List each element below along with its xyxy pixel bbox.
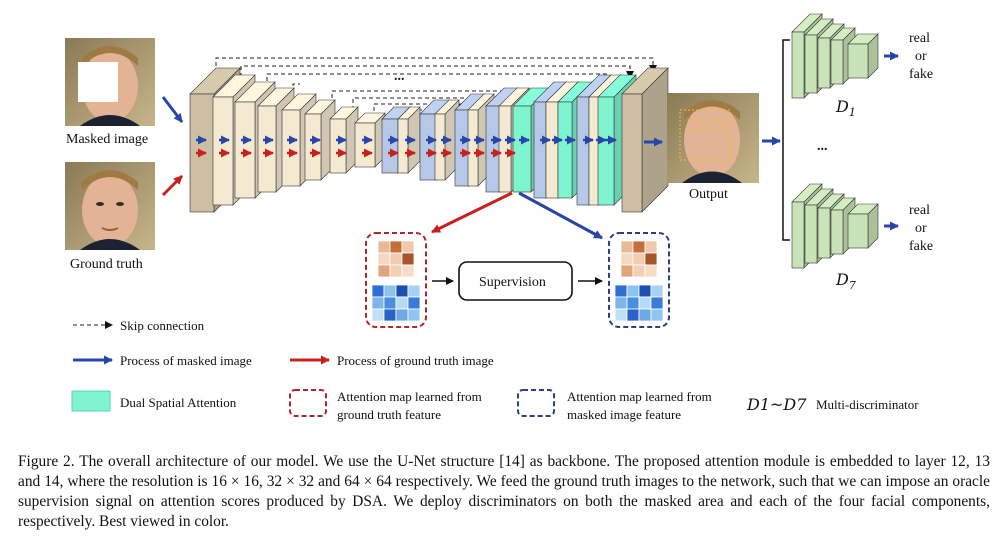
discriminator-d1 bbox=[791, 13, 879, 99]
legend-attn-masked-line2: masked image feature bbox=[567, 407, 681, 422]
attention-cell bbox=[620, 240, 634, 254]
attention-cell bbox=[614, 284, 628, 298]
d7-real-or-fake: real or fake bbox=[909, 203, 933, 254]
discriminator-layer bbox=[847, 33, 879, 79]
d1-real-or-fake: real or fake bbox=[909, 31, 933, 82]
attention-cell bbox=[389, 240, 403, 254]
attention-cell bbox=[620, 264, 634, 278]
ground-truth-thumbnail bbox=[65, 162, 155, 250]
attention-cell bbox=[407, 308, 421, 322]
gt-input-arrow bbox=[161, 174, 184, 197]
legend-attn-gt-line1: Attention map learned from bbox=[337, 389, 482, 404]
attention-cell bbox=[407, 296, 421, 310]
svg-text:or: or bbox=[915, 49, 927, 64]
attention-cell bbox=[644, 264, 658, 278]
attention-cell bbox=[383, 296, 397, 310]
attention-cell bbox=[389, 264, 403, 278]
legend-multi-disc-symbol: D1~D7 bbox=[746, 395, 807, 414]
discriminator-bracket bbox=[782, 39, 790, 241]
attention-cell bbox=[638, 284, 652, 298]
svg-text:real: real bbox=[909, 203, 930, 218]
attention-cell bbox=[383, 284, 397, 298]
masked-image-label: Masked image bbox=[66, 132, 148, 147]
attention-cell bbox=[401, 240, 415, 254]
svg-text:real: real bbox=[909, 31, 930, 46]
attention-cell bbox=[395, 284, 409, 298]
attention-grid-masked-cool bbox=[614, 284, 664, 322]
attention-cell bbox=[614, 308, 628, 322]
attention-cell bbox=[620, 252, 634, 266]
attention-cell bbox=[401, 264, 415, 278]
attention-grid-gt-cool bbox=[371, 284, 421, 322]
svg-text:fake: fake bbox=[909, 67, 933, 82]
attention-cell bbox=[395, 296, 409, 310]
attention-cell bbox=[632, 252, 646, 266]
architecture-figure: Masked image Ground truth ... bbox=[65, 13, 933, 422]
legend-attn-gt-line2: ground truth feature bbox=[337, 407, 441, 422]
masked-image-thumbnail bbox=[65, 38, 155, 126]
attention-grid-gt-warm bbox=[377, 240, 415, 278]
attention-map-masked-box bbox=[608, 232, 670, 328]
attention-cell bbox=[377, 264, 391, 278]
attention-cell bbox=[395, 308, 409, 322]
legend-attn-masked-symbol bbox=[517, 389, 555, 417]
attention-cell bbox=[407, 284, 421, 298]
d7-label: D7 bbox=[835, 270, 856, 292]
process-arrows bbox=[196, 135, 617, 158]
legend-multi-disc-label: Multi-discriminator bbox=[816, 397, 919, 412]
attention-cell bbox=[638, 296, 652, 310]
attention-cell bbox=[650, 308, 664, 322]
attention-cell bbox=[377, 240, 391, 254]
attention-cell bbox=[371, 308, 385, 322]
attention-cell bbox=[644, 252, 658, 266]
attention-cell bbox=[632, 240, 646, 254]
d1-label: D1 bbox=[835, 97, 856, 119]
attention-cell bbox=[650, 284, 664, 298]
legend-masked-label: Process of masked image bbox=[120, 353, 252, 368]
unet-layer bbox=[621, 67, 669, 213]
attention-map-gt-box bbox=[365, 232, 427, 328]
discriminator-d7 bbox=[791, 183, 879, 269]
attention-cell bbox=[644, 240, 658, 254]
legend-attn-gt-symbol bbox=[289, 389, 327, 417]
skip-ellipsis: ... bbox=[394, 69, 405, 84]
masked-input-arrow bbox=[161, 96, 184, 123]
attention-cell bbox=[389, 252, 403, 266]
legend-dsa-label: Dual Spatial Attention bbox=[120, 395, 237, 410]
attention-cell bbox=[632, 264, 646, 278]
attention-grid-masked-warm bbox=[620, 240, 658, 278]
attention-cell bbox=[626, 296, 640, 310]
figure-caption: Figure 2. The overall architecture of ou… bbox=[18, 453, 990, 530]
legend-dsa-swatch bbox=[71, 390, 111, 412]
attention-cell bbox=[626, 284, 640, 298]
attention-cell bbox=[401, 252, 415, 266]
disc-ellipsis: ... bbox=[817, 139, 828, 154]
attention-cell bbox=[371, 284, 385, 298]
supervision-box bbox=[458, 261, 573, 301]
gt-attention-arrow bbox=[431, 191, 513, 234]
svg-text:or: or bbox=[915, 221, 927, 236]
attention-cell bbox=[377, 252, 391, 266]
attention-cell bbox=[638, 308, 652, 322]
attention-cell bbox=[371, 296, 385, 310]
legend-attn-masked-line1: Attention map learned from bbox=[567, 389, 712, 404]
masked-attention-arrow bbox=[518, 191, 603, 240]
output-image-thumbnail bbox=[667, 93, 759, 183]
supervision-label: Supervision bbox=[479, 275, 546, 290]
discriminator-layer bbox=[847, 203, 879, 249]
legend-skip-label: Skip connection bbox=[120, 318, 205, 333]
attention-cell bbox=[614, 296, 628, 310]
attention-cell bbox=[626, 308, 640, 322]
ground-truth-label: Ground truth bbox=[70, 257, 143, 272]
output-label: Output bbox=[689, 187, 728, 202]
svg-text:fake: fake bbox=[909, 239, 933, 254]
attention-cell bbox=[650, 296, 664, 310]
attention-cell bbox=[383, 308, 397, 322]
legend-gt-label: Process of ground truth image bbox=[337, 353, 494, 368]
